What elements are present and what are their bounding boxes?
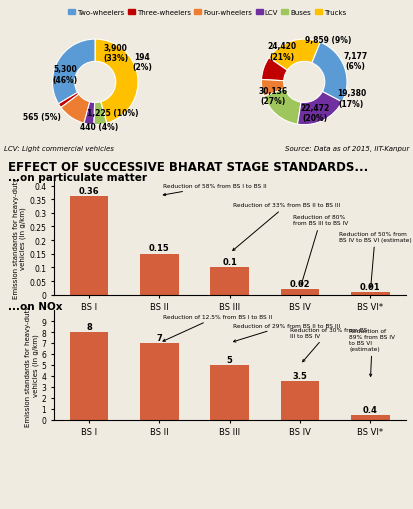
Wedge shape bbox=[95, 40, 138, 124]
Wedge shape bbox=[268, 40, 320, 71]
Text: 0.15: 0.15 bbox=[149, 244, 169, 253]
Text: 3.5: 3.5 bbox=[292, 372, 307, 381]
Wedge shape bbox=[261, 80, 284, 97]
Text: 0.4: 0.4 bbox=[362, 406, 377, 414]
Text: LCV: Light commercial vehicles: LCV: Light commercial vehicles bbox=[4, 146, 114, 152]
Bar bbox=[140, 343, 178, 420]
Text: Reduction of 58% from BS I to BS II: Reduction of 58% from BS I to BS II bbox=[163, 184, 266, 196]
X-axis label: Emission standards: Emission standards bbox=[183, 318, 275, 326]
Legend: Two-wheelers, Three-wheelers, Four-wheelers, LCV, Buses, Trucks: Two-wheelers, Three-wheelers, Four-wheel… bbox=[65, 7, 348, 19]
Wedge shape bbox=[58, 93, 78, 108]
Bar bbox=[70, 197, 108, 295]
Y-axis label: Emission standards for heavy-duty
vehicles (in g/km): Emission standards for heavy-duty vehicl… bbox=[13, 178, 26, 298]
Text: 0.02: 0.02 bbox=[289, 279, 310, 289]
Text: Reduction of 30% from BS
III to BS IV: Reduction of 30% from BS III to BS IV bbox=[289, 327, 366, 362]
Text: 0.36: 0.36 bbox=[78, 187, 99, 195]
Text: Reduction of
89% from BS IV
to BS VI
(estimate): Reduction of 89% from BS IV to BS VI (es… bbox=[349, 329, 394, 377]
Text: 3,900
(33%): 3,900 (33%) bbox=[103, 44, 128, 63]
Bar bbox=[210, 365, 249, 420]
Text: 30,136
(27%): 30,136 (27%) bbox=[258, 87, 287, 106]
Wedge shape bbox=[311, 43, 346, 102]
Text: Reduction of 33% from BS II to BS III: Reduction of 33% from BS II to BS III bbox=[232, 203, 339, 251]
Bar bbox=[280, 290, 319, 295]
Bar bbox=[140, 254, 178, 295]
Wedge shape bbox=[297, 92, 341, 125]
Y-axis label: Emission standards for heavy-duty
vehicles (in g/km): Emission standards for heavy-duty vehicl… bbox=[25, 305, 38, 426]
Wedge shape bbox=[84, 102, 95, 125]
Wedge shape bbox=[261, 59, 287, 81]
Text: 5: 5 bbox=[226, 355, 232, 364]
Text: 194
(2%): 194 (2%) bbox=[132, 52, 152, 72]
Bar bbox=[350, 293, 389, 295]
Wedge shape bbox=[52, 40, 95, 104]
Text: EFFECT OF SUCCESSIVE BHARAT STAGE STANDARDS...: EFFECT OF SUCCESSIVE BHARAT STAGE STANDA… bbox=[8, 160, 368, 173]
Text: 7,177
(6%): 7,177 (6%) bbox=[343, 52, 367, 71]
Text: ...on NOx: ...on NOx bbox=[8, 301, 63, 312]
Text: 22,472
(20%): 22,472 (20%) bbox=[299, 104, 329, 123]
Bar bbox=[280, 382, 319, 420]
Bar bbox=[70, 332, 108, 420]
Text: 440 (4%): 440 (4%) bbox=[79, 123, 117, 132]
Bar bbox=[210, 268, 249, 295]
Bar bbox=[350, 415, 389, 420]
Text: 19,380
(17%): 19,380 (17%) bbox=[336, 89, 365, 108]
Text: 0.01: 0.01 bbox=[359, 282, 380, 291]
Text: 24,420
(21%): 24,420 (21%) bbox=[267, 42, 296, 62]
Text: 565 (5%): 565 (5%) bbox=[23, 113, 61, 122]
Text: 5,300
(46%): 5,300 (46%) bbox=[52, 65, 78, 84]
Text: Reduction of 80%
from BS III to BS IV: Reduction of 80% from BS III to BS IV bbox=[292, 215, 347, 285]
Text: 7: 7 bbox=[156, 333, 162, 342]
Text: 9,859 (9%): 9,859 (9%) bbox=[304, 36, 350, 44]
Text: Reduction of 12.5% from BS I to BS II: Reduction of 12.5% from BS I to BS II bbox=[163, 314, 271, 342]
Wedge shape bbox=[263, 90, 300, 125]
Text: 1,225 (10%): 1,225 (10%) bbox=[87, 109, 139, 118]
Text: Source: Data as of 2015, IIT-Kanpur: Source: Data as of 2015, IIT-Kanpur bbox=[285, 146, 409, 152]
Wedge shape bbox=[61, 95, 90, 124]
Text: 0.1: 0.1 bbox=[222, 258, 237, 267]
Text: Reduction of 29% from BS II to BS III: Reduction of 29% from BS II to BS III bbox=[233, 323, 339, 343]
Text: Reduction of 50% from
BS IV to BS VI (estimate): Reduction of 50% from BS IV to BS VI (es… bbox=[338, 231, 411, 288]
Text: ...on particulate matter: ...on particulate matter bbox=[8, 173, 147, 183]
Wedge shape bbox=[94, 102, 107, 125]
Text: 8: 8 bbox=[86, 322, 92, 331]
